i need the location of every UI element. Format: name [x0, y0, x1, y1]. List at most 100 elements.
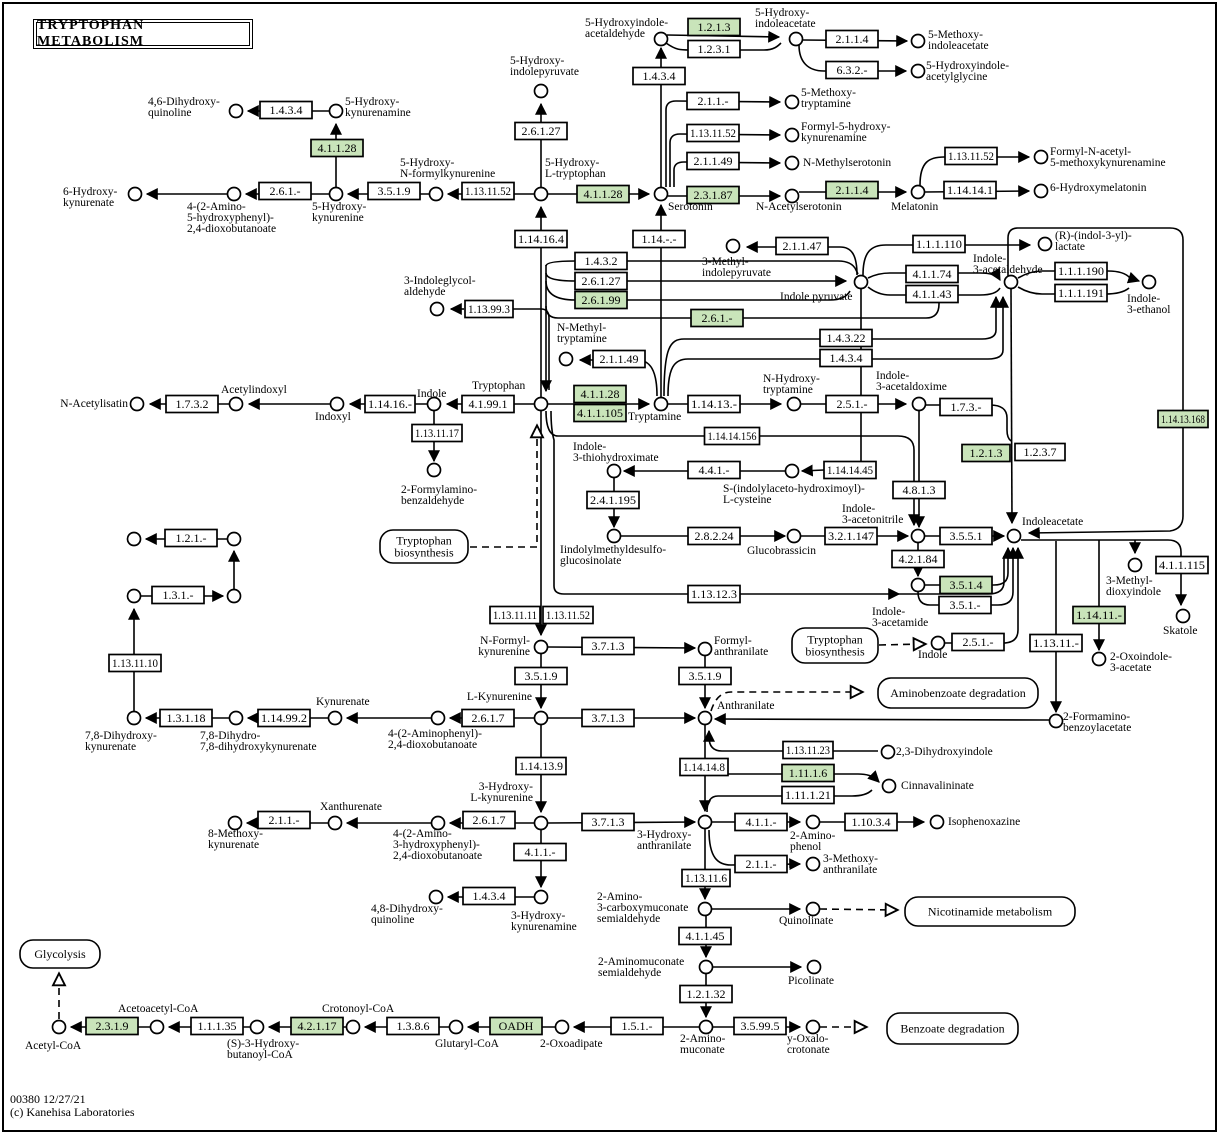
pathway-link-benzoate-degradation[interactable]: Benzoate degradation	[886, 1012, 1019, 1045]
compound-5-methoxy-tryptamine[interactable]	[784, 94, 800, 110]
enzyme-box-1.2.3.1[interactable]: 1.2.3.1	[687, 39, 741, 59]
compound-2-3-dihydroxyindole[interactable]	[880, 744, 896, 760]
enzyme-box-1.4.3.22[interactable]: 1.4.3.22	[819, 328, 873, 348]
compound-indolylmethyldesulfo-glucosinolate[interactable]	[606, 528, 622, 544]
compound-indole-3-acetamide[interactable]	[910, 577, 926, 593]
compound-indole[interactable]	[426, 396, 442, 412]
compound-indoxyl[interactable]	[329, 396, 345, 412]
enzyme-box-4.1.99.1[interactable]: 4.1.99.1	[461, 394, 515, 414]
enzyme-box-2.6.1.-[interactable]: 2.6.1.-	[258, 181, 312, 201]
enzyme-box-1.14.13.-[interactable]: 1.14.13.-	[687, 394, 741, 414]
enzyme-box-4.2.1.84[interactable]: 4.2.1.84	[891, 549, 945, 569]
compound-indole-3-acetonitrile[interactable]	[910, 528, 926, 544]
compound-xanthurenate[interactable]	[327, 815, 343, 831]
compound-4-2-amino-3-hydroxyphenyl-2-4-dioxobutanoate[interactable]	[430, 815, 446, 831]
enzyme-box-1.4.3.4[interactable]: 1.4.3.4	[462, 886, 516, 906]
compound-melatonin[interactable]	[910, 184, 926, 200]
enzyme-box-1.5.1.-[interactable]: 1.5.1.-	[610, 1016, 664, 1036]
compound-n-methylserotonin[interactable]	[784, 155, 800, 171]
enzyme-box-1.4.3.4[interactable]: 1.4.3.4	[819, 348, 873, 368]
enzyme-box-1.13.11.17[interactable]: 1.13.11.17	[411, 423, 463, 443]
enzyme-box-1.13.11.52[interactable]: 1.13.11.52	[542, 605, 594, 625]
compound-2-aminomuconate-semialdehyde[interactable]	[698, 959, 714, 975]
enzyme-box-4.2.1.17[interactable]: 4.2.1.17	[290, 1016, 344, 1036]
enzyme-box-1.14.-.-[interactable]: 1.14.-.-	[632, 229, 686, 249]
enzyme-box-1.11.1.21[interactable]: 1.11.1.21	[781, 785, 835, 805]
enzyme-box-1.13.11.52[interactable]: 1.13.11.52	[944, 146, 998, 166]
compound-5-methoxy-indoleacetate[interactable]	[910, 33, 926, 49]
enzyme-box-1.14.13.168[interactable]: 1.14.13.168	[1157, 409, 1209, 429]
enzyme-box-2.1.1.-[interactable]: 2.1.1.-	[686, 91, 740, 111]
compound-formyl-anthranilate[interactable]	[697, 641, 713, 657]
compound-5-3-carboxy-3-oxopropyl-4-6-dihydroxypicolinate[interactable]	[226, 588, 242, 604]
compound-5-hydroxy-kynurenamine[interactable]	[328, 103, 344, 119]
compound-tryptamine[interactable]	[653, 396, 669, 412]
compound-anthranilate[interactable]	[697, 710, 713, 726]
compound-serotonin[interactable]	[653, 186, 669, 202]
enzyme-box-6.3.2.-[interactable]: 6.3.2.-	[825, 60, 879, 80]
compound-n-acetylserotonin[interactable]	[784, 188, 800, 204]
enzyme-box-2.8.2.24[interactable]: 2.8.2.24	[687, 526, 741, 546]
compound-indoleacetate[interactable]	[1006, 528, 1022, 544]
enzyme-box-1.14.14.156[interactable]: 1.14.14.156	[703, 426, 761, 446]
compound-5-3-carboxy-3-oxopropenyl-4-6-dihydroxypicolinate[interactable]	[126, 588, 142, 604]
enzyme-box-1.13.11.52[interactable]: 1.13.11.52	[461, 181, 515, 201]
enzyme-box-3.5.5.1[interactable]: 3.5.5.1	[939, 526, 993, 546]
enzyme-box-4.1.1.43[interactable]: 4.1.1.43	[905, 284, 959, 304]
enzyme-box-1.2.1.3[interactable]: 1.2.1.3	[687, 17, 741, 37]
enzyme-box-3.7.1.3[interactable]: 3.7.1.3	[581, 812, 635, 832]
enzyme-box-1.3.1.18[interactable]: 1.3.1.18	[159, 708, 213, 728]
compound-formyl-n-acetyl-5-methoxykynurenamine[interactable]	[1033, 149, 1049, 165]
enzyme-box-3.7.1.3[interactable]: 3.7.1.3	[581, 708, 635, 728]
enzyme-box-1.4.3.4[interactable]: 1.4.3.4	[259, 100, 313, 120]
compound-2-oxoadipate[interactable]	[554, 1019, 570, 1035]
enzyme-box-1.13.11.-[interactable]: 1.13.11.-	[1029, 633, 1083, 653]
enzyme-box-3.2.1.147[interactable]: 3.2.1.147	[824, 526, 878, 546]
compound-n-methyl-tryptamine[interactable]	[558, 351, 574, 367]
compound-5-hydroxyindole-acetylglycine[interactable]	[910, 63, 926, 79]
enzyme-box-1.1.1.35[interactable]: 1.1.1.35	[190, 1016, 244, 1036]
compound-indole-2[interactable]	[930, 635, 946, 651]
enzyme-box-1.14.99.2[interactable]: 1.14.99.2	[257, 708, 311, 728]
compound-kynurenate[interactable]	[327, 710, 343, 726]
compound-2-formylamino-benzaldehyde[interactable]	[426, 462, 442, 478]
compound-2-amino-3-carboxymuconate-semialdehyde[interactable]	[697, 901, 713, 917]
compound-isophenoxazine[interactable]	[929, 814, 945, 830]
enzyme-box-1.3.8.6[interactable]: 1.3.8.6	[386, 1016, 440, 1036]
enzyme-box-2.1.1.-[interactable]: 2.1.1.-	[734, 854, 788, 874]
enzyme-box-2.6.1.27[interactable]: 2.6.1.27	[574, 271, 628, 291]
pathway-link-tryptophan-biosynthesis-2[interactable]: Tryptophan biosynthesis	[791, 627, 879, 664]
enzyme-box-1.10.3.4[interactable]: 1.10.3.4	[844, 812, 898, 832]
enzyme-box-2.1.1.49[interactable]: 2.1.1.49	[592, 349, 646, 369]
enzyme-box-4.1.1.28[interactable]: 4.1.1.28	[310, 138, 364, 158]
compound-2-oxoindole-3-acetate[interactable]	[1091, 651, 1107, 667]
compound-5-hydroxy-kynurenine[interactable]	[328, 186, 344, 202]
enzyme-box-1.13.11.23[interactable]: 1.13.11.23	[782, 740, 834, 760]
compound-indole-3-acetaldehyde[interactable]	[1003, 274, 1019, 290]
enzyme-box-1.4.3.2[interactable]: 1.4.3.2	[574, 251, 628, 271]
enzyme-box-OADH[interactable]: OADH	[489, 1016, 543, 1036]
compound-tryptophan[interactable]	[533, 396, 549, 412]
compound-glucobrassicin[interactable]	[786, 528, 802, 544]
enzyme-box-1.2.1.3[interactable]: 1.2.1.3	[961, 443, 1011, 463]
enzyme-box-1.2.1.-[interactable]: 1.2.1.-	[164, 528, 218, 548]
compound-s-indolylaceto-hydroximoyl-l-cysteine[interactable]	[784, 463, 800, 479]
enzyme-box-4.4.1.-[interactable]: 4.4.1.-	[687, 460, 741, 480]
compound-5-hydroxy-n-formylkynurenine[interactable]	[428, 186, 444, 202]
enzyme-box-1.13.11.11[interactable]: 1.13.11.11	[489, 605, 541, 625]
compound-l-kynurenine[interactable]	[533, 710, 549, 726]
compound-4-2-amino-5-hydroxyphenyl-2-4-dioxobutanoate[interactable]	[226, 186, 242, 202]
enzyme-box-2.5.1.-[interactable]: 2.5.1.-	[951, 632, 1005, 652]
enzyme-box-4.1.1.28[interactable]: 4.1.1.28	[576, 184, 630, 204]
enzyme-box-2.1.1.4[interactable]: 2.1.1.4	[825, 180, 879, 200]
enzyme-box-1.14.14.45[interactable]: 1.14.14.45	[823, 460, 877, 480]
enzyme-box-2.4.1.195[interactable]: 2.4.1.195	[586, 490, 640, 510]
compound-indole-3-thiohydroximate[interactable]	[606, 463, 622, 479]
compound-indole-3-ethanol[interactable]	[1141, 274, 1157, 290]
compound-acetoacetyl-coa[interactable]	[149, 1019, 165, 1035]
enzyme-box-1.13.99.3[interactable]: 1.13.99.3	[464, 299, 514, 319]
compound-indole-3-acetaldoxime[interactable]	[911, 396, 927, 412]
enzyme-box-2.3.1.87[interactable]: 2.3.1.87	[686, 185, 740, 205]
enzyme-box-1.1.1.110[interactable]: 1.1.1.110	[912, 234, 966, 254]
pathway-link-nicotinamide-metabolism[interactable]: Nicotinamide metabolism	[904, 896, 1076, 927]
